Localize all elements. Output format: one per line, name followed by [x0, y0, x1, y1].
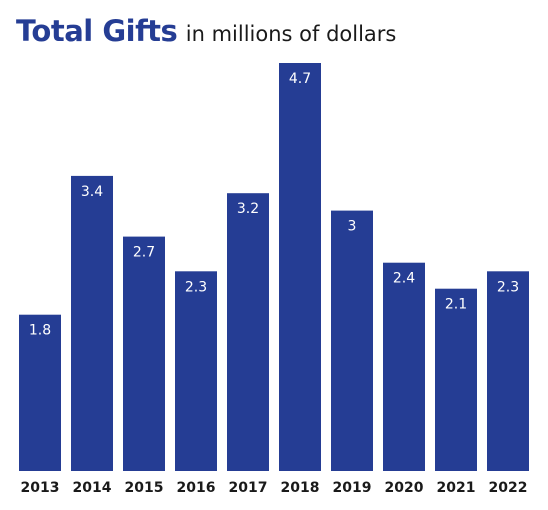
x-tick-label-2013: 2013 [21, 480, 60, 496]
bar-2021 [435, 288, 477, 471]
bar-2014 [71, 175, 113, 471]
bar-value-label-2022: 2.3 [497, 279, 519, 295]
bar-value-label-2014: 3.4 [81, 184, 103, 200]
bar-2022 [487, 271, 529, 471]
x-tick-label-2020: 2020 [385, 480, 424, 496]
bar-value-label-2019: 3 [348, 219, 357, 235]
bar-2019 [331, 210, 373, 471]
x-tick-label-2016: 2016 [177, 480, 216, 496]
x-tick-label-2017: 2017 [229, 480, 268, 496]
bar-2018 [279, 63, 321, 471]
chart-subtitle: in millions of dollars [185, 22, 397, 46]
x-tick-label-2019: 2019 [333, 480, 372, 496]
bar-2017 [227, 193, 269, 471]
bar-value-labels: 1.8 3.4 2.7 2.3 3.2 4.7 3 2.4 2.1 2.3 [29, 71, 519, 339]
x-tick-label-2022: 2022 [489, 480, 528, 496]
chart-title-main: Total Gifts [16, 14, 178, 48]
x-tick-label-2014: 2014 [73, 480, 112, 496]
bar-2020 [383, 262, 425, 471]
bar-value-label-2020: 2.4 [393, 271, 415, 287]
bar-value-label-2017: 3.2 [237, 201, 259, 217]
bar-2013 [19, 314, 61, 471]
x-axis-tick-labels: 2013 2014 2015 2016 2017 2018 2019 2020 2021 2022 [21, 480, 528, 496]
bar-value-label-2021: 2.1 [445, 297, 467, 313]
bar-value-label-2016: 2.3 [185, 279, 207, 295]
bar-2015 [123, 236, 165, 471]
bar-value-label-2018: 4.7 [289, 71, 311, 87]
bar-2016 [175, 271, 217, 471]
x-tick-label-2021: 2021 [437, 480, 476, 496]
x-tick-label-2018: 2018 [281, 480, 320, 496]
bars-layer [19, 63, 529, 471]
bar-value-label-2015: 2.7 [133, 245, 155, 261]
bar-value-label-2013: 1.8 [29, 323, 51, 339]
chart-title: Total Gifts in millions of dollars [16, 14, 396, 48]
x-tick-label-2015: 2015 [125, 480, 164, 496]
